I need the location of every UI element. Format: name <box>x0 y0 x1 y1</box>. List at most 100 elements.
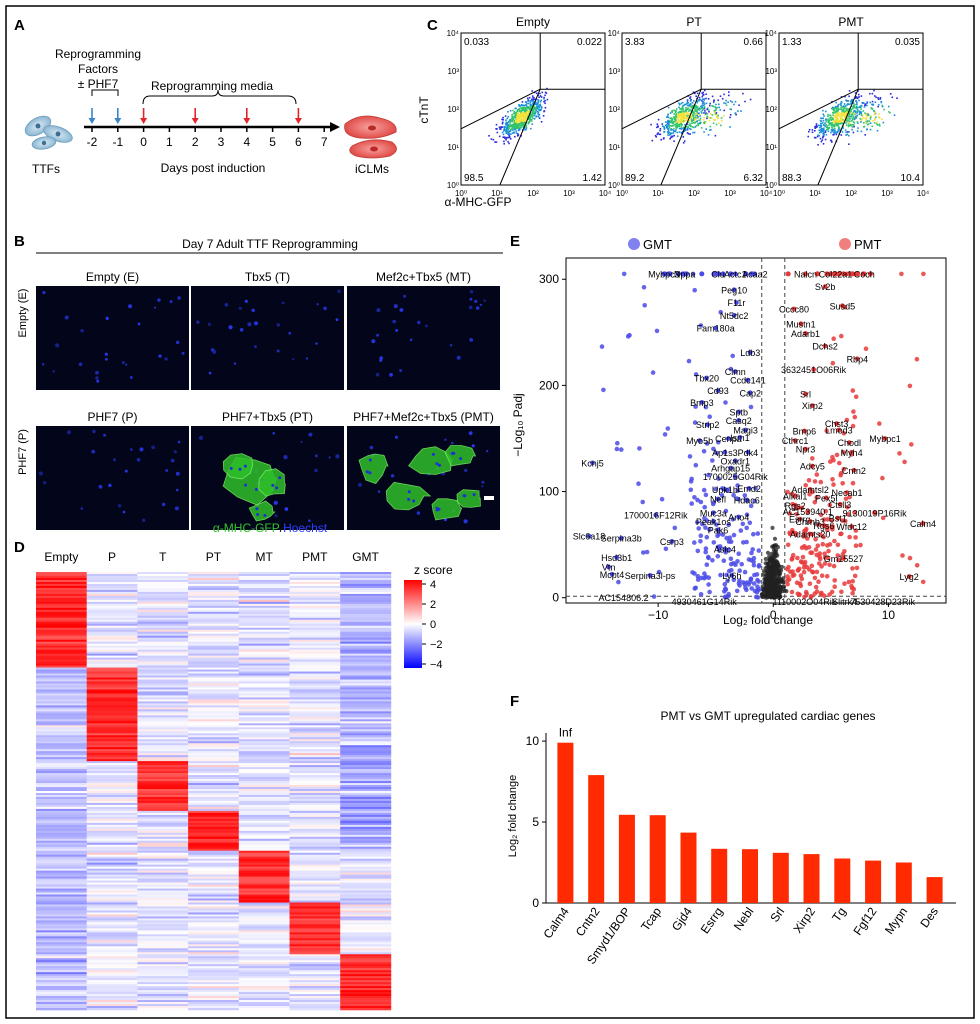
volcano-point-gmt <box>599 344 605 349</box>
heatmap-cell <box>340 649 392 652</box>
heatmap-cell <box>188 669 240 672</box>
heatmap-cell <box>340 615 392 619</box>
flow-event <box>844 120 847 123</box>
heatmap-cell <box>289 866 341 869</box>
flow-event <box>683 130 686 132</box>
hoechst-nucleus <box>137 322 141 326</box>
heatmap-cell <box>340 681 392 684</box>
heatmap-cell <box>137 880 189 883</box>
heatmap-cell <box>36 629 87 633</box>
heatmap-cell <box>36 964 87 967</box>
flow-event <box>682 120 685 122</box>
heatmap-cell <box>238 880 290 883</box>
heatmap-cell <box>238 755 290 758</box>
heatmap-cell <box>340 601 392 605</box>
heatmap-cell <box>289 944 341 947</box>
heatmap-cell <box>238 946 290 949</box>
flow-event <box>830 124 832 126</box>
flow-event <box>705 128 707 130</box>
flow-event <box>865 118 867 120</box>
flow-event <box>865 121 867 124</box>
heatmap-cell <box>238 972 290 975</box>
flow-event <box>688 119 690 122</box>
zscore-tick-label: −4 <box>430 659 443 671</box>
flow-event <box>718 122 720 124</box>
quadrant-value: 10.4 <box>901 173 921 184</box>
heatmap-cell <box>238 860 290 863</box>
flow-y-tick: 10⁰ <box>765 181 777 190</box>
heatmap-cell <box>289 603 341 607</box>
volcano-point-pmt <box>820 541 826 547</box>
flow-event <box>841 110 843 113</box>
volcano-point-gmt <box>695 520 700 525</box>
heatmap-cell <box>340 848 392 852</box>
heatmap-cell <box>86 605 138 609</box>
heatmap-cell <box>188 761 240 764</box>
flow-event <box>525 128 528 130</box>
heatmap-cell <box>36 962 87 965</box>
heatmap-cell <box>36 787 87 790</box>
flow-event <box>670 117 672 119</box>
heatmap-cell <box>340 643 392 646</box>
flow-event <box>544 94 546 97</box>
flow-event <box>669 120 671 122</box>
volcano-point-ns <box>765 550 771 555</box>
heatmap-cell <box>36 794 87 798</box>
row-label-phf7: PHF7 (P) <box>17 429 29 475</box>
flow-y-tick: 10⁴ <box>447 29 460 38</box>
flow-event <box>540 99 542 102</box>
bar-category-label: Tcap <box>638 904 664 933</box>
heatmap-cell <box>188 868 240 871</box>
heatmap-cell <box>238 898 290 901</box>
flow-event <box>700 105 702 108</box>
flow-event <box>841 111 843 114</box>
heatmap-cell <box>137 629 189 633</box>
flow-event <box>830 131 832 134</box>
heatmap-cell <box>238 802 290 806</box>
flow-event <box>851 113 853 116</box>
heatmap-cell <box>188 607 240 611</box>
heatmap-cell <box>36 595 87 599</box>
volcano-point-pmt <box>827 502 833 508</box>
hoechst-nucleus <box>417 320 421 325</box>
hoechst-nucleus <box>108 483 112 488</box>
volcano-labeled-point <box>715 496 721 502</box>
hoechst-nucleus <box>379 359 383 362</box>
heatmap-cell <box>36 904 87 907</box>
flow-event <box>545 92 548 94</box>
heatmap-cell <box>86 964 138 967</box>
heatmap-cell <box>238 753 290 756</box>
heatmap-cell <box>86 635 138 638</box>
flow-event <box>846 109 848 111</box>
volcano-point-pmt <box>850 591 855 596</box>
heatmap-cell <box>289 577 341 581</box>
flow-event <box>517 124 520 126</box>
heatmap-cell <box>340 858 392 861</box>
heatmap-cell <box>36 599 87 603</box>
volcano-point-gmt <box>704 441 710 446</box>
heatmap-cell <box>137 992 189 995</box>
heatmap-cell <box>188 818 240 822</box>
flow-event <box>891 96 894 99</box>
flow-event <box>837 123 840 125</box>
volcano-point-gmt <box>665 426 671 431</box>
heatmap-cell <box>340 713 392 716</box>
heatmap-cell <box>36 908 87 911</box>
flow-event <box>673 127 675 130</box>
gene-label: Adamtsl2 <box>791 485 829 495</box>
flow-event <box>847 100 849 102</box>
heatmap-cell <box>137 591 189 595</box>
heatmap-cell <box>137 713 189 716</box>
flow-event <box>729 116 731 119</box>
volcano-point-pmt <box>803 546 809 551</box>
flow-event <box>698 96 701 99</box>
heatmap-cell <box>188 912 240 915</box>
heatmap-cell <box>137 617 189 621</box>
flow-event <box>854 112 857 115</box>
hoechst-nucleus <box>162 502 166 507</box>
day-label: 0 <box>140 135 147 149</box>
heatmap-cell <box>289 641 341 644</box>
heatmap-cell <box>36 645 87 648</box>
flow-event <box>729 114 732 116</box>
hoechst-nucleus <box>399 369 403 372</box>
